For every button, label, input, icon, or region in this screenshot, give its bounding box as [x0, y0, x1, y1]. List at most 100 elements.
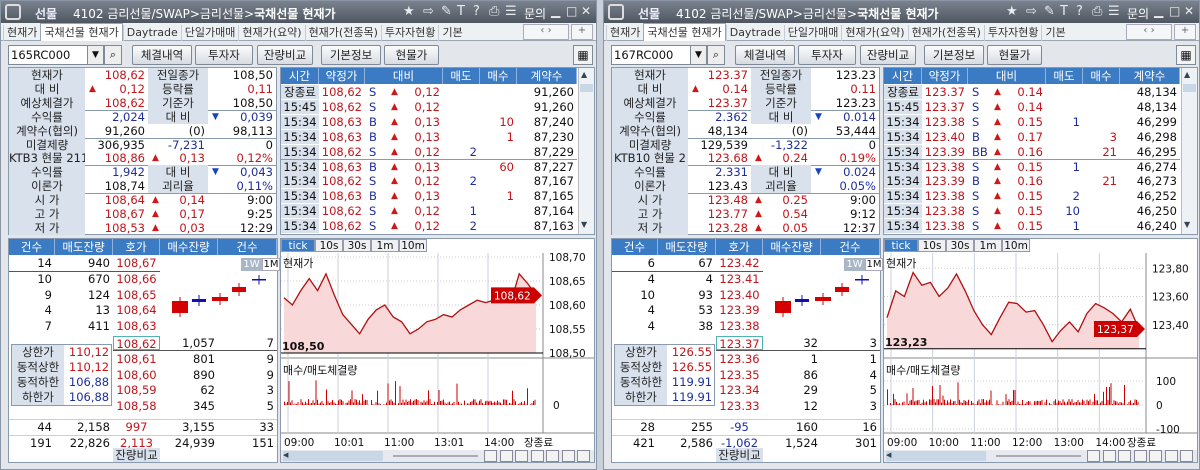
- fit-icon[interactable]: [577, 450, 590, 462]
- bid-price[interactable]: 108,60: [116, 367, 157, 382]
- tab-5[interactable]: 현재가(전종목): [304, 25, 381, 41]
- list-icon[interactable]: ☰: [505, 4, 517, 19]
- grid-icon[interactable]: ▦: [573, 45, 593, 65]
- trade-scrollbar[interactable]: ▲ ▼: [578, 68, 594, 234]
- inquiry-button[interactable]: 문의: [524, 7, 547, 21]
- chart-scrollbar[interactable]: ◀: [886, 451, 986, 461]
- chart-tab-3[interactable]: 1m: [371, 239, 399, 252]
- chart-tab-4[interactable]: 10m: [399, 239, 427, 252]
- toolbar-button-1[interactable]: 투자자: [195, 45, 253, 65]
- grid-icon[interactable]: ▦: [1176, 45, 1196, 65]
- period-1w-button[interactable]: 1W: [241, 258, 262, 271]
- list-icon[interactable]: ☰: [1108, 4, 1120, 19]
- scroll-thumb[interactable]: [580, 84, 593, 92]
- zoom-out-icon[interactable]: [1149, 450, 1162, 462]
- tab-7[interactable]: 기본: [438, 25, 465, 41]
- comment-icon[interactable]: [499, 450, 513, 462]
- text-icon[interactable]: T: [1060, 4, 1068, 19]
- ask-price[interactable]: 123.39: [719, 303, 760, 318]
- tab-3[interactable]: 단일가매매: [783, 25, 842, 41]
- code-input[interactable]: 165RC000: [8, 45, 88, 65]
- ask-price[interactable]: 123.42: [719, 256, 760, 270]
- remaining-compare-label[interactable]: 잔량비교: [716, 448, 763, 462]
- chart-tab-1[interactable]: 10s: [918, 239, 946, 252]
- minimize-icon[interactable]: ▁: [551, 4, 561, 18]
- bid-price[interactable]: 123.34: [719, 383, 760, 398]
- scroll-down-icon[interactable]: ▼: [1184, 220, 1191, 229]
- ask-price[interactable]: 108,64: [116, 303, 157, 318]
- tab-2[interactable]: Daytrade: [122, 25, 181, 41]
- chart-tab-0[interactable]: tick: [281, 239, 315, 252]
- calendar-icon[interactable]: [484, 450, 497, 462]
- toolbar-button-2[interactable]: 잔량비교: [257, 45, 313, 65]
- chart-tab-1[interactable]: 10s: [315, 239, 343, 252]
- help-icon[interactable]: ?: [1076, 4, 1083, 19]
- print-icon[interactable]: ⎙: [1092, 4, 1103, 19]
- period-1m-button[interactable]: 1M: [865, 258, 883, 271]
- ask-price[interactable]: 108,63: [116, 319, 157, 334]
- toolbar-button-0[interactable]: 체결내역: [132, 45, 192, 65]
- calendar-icon[interactable]: [1087, 450, 1100, 462]
- dropdown-chevron-icon[interactable]: ▼: [690, 45, 707, 65]
- chart-tab-3[interactable]: 1m: [974, 239, 1002, 252]
- tab-2[interactable]: Daytrade: [725, 25, 784, 41]
- ask-price[interactable]: 123.41: [719, 271, 760, 286]
- tab-7[interactable]: 기본: [1041, 25, 1068, 41]
- ask-price[interactable]: 123.40: [719, 287, 760, 302]
- bid-price[interactable]: 108,61: [116, 351, 157, 366]
- toolbar-button-4[interactable]: 현물가: [987, 45, 1042, 65]
- toolbar-button-1[interactable]: 투자자: [798, 45, 856, 65]
- search-icon[interactable]: ⌕: [707, 45, 725, 65]
- add-tab-button[interactable]: +: [1174, 24, 1196, 40]
- pen-icon[interactable]: [1133, 450, 1147, 462]
- comment-icon[interactable]: [1102, 450, 1116, 462]
- tab-6[interactable]: 투자자현황: [380, 25, 439, 41]
- chart-tab-2[interactable]: 30s: [343, 239, 371, 252]
- pen-icon[interactable]: [530, 450, 544, 462]
- toolbar-button-3[interactable]: 기본정보: [321, 45, 381, 65]
- dropdown-chevron-icon[interactable]: ▼: [87, 45, 104, 65]
- toolbar-button-2[interactable]: 잔량비교: [860, 45, 916, 65]
- maximize-icon[interactable]: □: [1169, 4, 1181, 18]
- tab-6[interactable]: 투자자현황: [983, 25, 1042, 41]
- print-icon[interactable]: ⎙: [489, 4, 500, 19]
- ask-price[interactable]: 108,67: [116, 256, 157, 270]
- link-icon[interactable]: ✎: [1044, 4, 1055, 19]
- minimize-icon[interactable]: ▁: [1154, 4, 1164, 18]
- zoom-in-icon[interactable]: [561, 450, 575, 462]
- tab-0[interactable]: 현재가: [606, 25, 643, 41]
- tab-4[interactable]: 현재가(요약): [841, 25, 907, 41]
- trade-scrollbar[interactable]: ▲ ▼: [1181, 68, 1197, 234]
- tab-1[interactable]: 국채선물 현재가: [643, 23, 726, 41]
- star-icon[interactable]: ★: [1006, 4, 1018, 19]
- bid-price[interactable]: 108,59: [116, 383, 157, 398]
- star-icon[interactable]: ★: [403, 4, 415, 19]
- ask-price[interactable]: 108,66: [116, 271, 157, 286]
- bid-price[interactable]: 123.35: [719, 367, 760, 382]
- code-input[interactable]: 167RC000: [611, 45, 691, 65]
- tab-scroll-arrows[interactable]: ‹ ›: [523, 24, 569, 40]
- maximize-icon[interactable]: □: [566, 4, 578, 18]
- period-1m-button[interactable]: 1M: [262, 258, 280, 271]
- inquiry-button[interactable]: 문의: [1127, 7, 1150, 21]
- tab-5[interactable]: 현재가(전종목): [907, 25, 984, 41]
- bid-price[interactable]: 108,62: [113, 336, 160, 350]
- toolbar-button-3[interactable]: 기본정보: [924, 45, 984, 65]
- export-icon[interactable]: ⇨: [1026, 4, 1037, 19]
- period-1w-button[interactable]: 1W: [844, 258, 865, 271]
- bid-price[interactable]: 123.33: [719, 399, 760, 414]
- chart-tab-4[interactable]: 10m: [1002, 239, 1030, 252]
- bid-price[interactable]: 123.36: [719, 351, 760, 366]
- zoom-slider[interactable]: [996, 455, 1081, 457]
- search-icon[interactable]: ⌕: [104, 45, 122, 65]
- tab-4[interactable]: 현재가(요약): [238, 25, 304, 41]
- link-icon[interactable]: ✎: [441, 4, 452, 19]
- zoom-slider[interactable]: [393, 455, 478, 457]
- chart-tab-0[interactable]: tick: [884, 239, 918, 252]
- cursor-icon[interactable]: [515, 450, 528, 462]
- add-tab-button[interactable]: +: [571, 24, 593, 40]
- chart-tab-2[interactable]: 30s: [946, 239, 974, 252]
- fit-icon[interactable]: [1180, 450, 1193, 462]
- close-icon[interactable]: ✕: [1184, 4, 1195, 18]
- bid-price[interactable]: 108,58: [116, 399, 157, 414]
